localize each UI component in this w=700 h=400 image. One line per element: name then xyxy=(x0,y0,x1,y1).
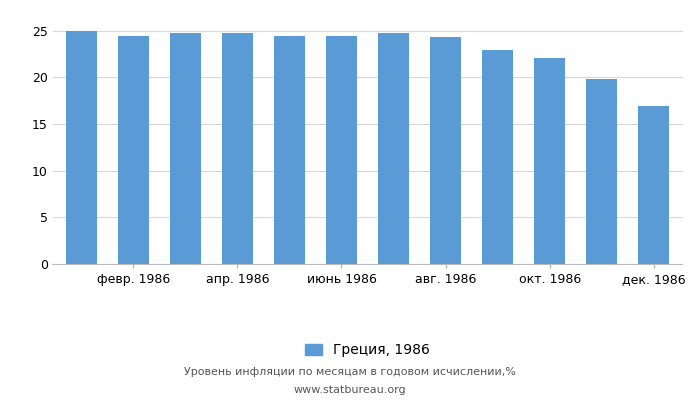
Bar xyxy=(638,106,669,264)
Text: Уровень инфляции по месяцам в годовом исчислении,%: Уровень инфляции по месяцам в годовом ис… xyxy=(184,367,516,377)
Bar xyxy=(586,79,617,264)
Bar xyxy=(169,34,201,264)
Bar xyxy=(482,50,513,264)
Bar xyxy=(274,36,305,264)
Bar xyxy=(222,32,253,264)
Bar xyxy=(326,36,357,264)
Bar xyxy=(118,36,149,264)
Bar xyxy=(430,37,461,264)
Legend: Греция, 1986: Греция, 1986 xyxy=(300,338,435,363)
Text: www.statbureau.org: www.statbureau.org xyxy=(294,385,406,395)
Bar xyxy=(66,31,97,264)
Bar xyxy=(534,58,566,264)
Bar xyxy=(378,32,409,264)
